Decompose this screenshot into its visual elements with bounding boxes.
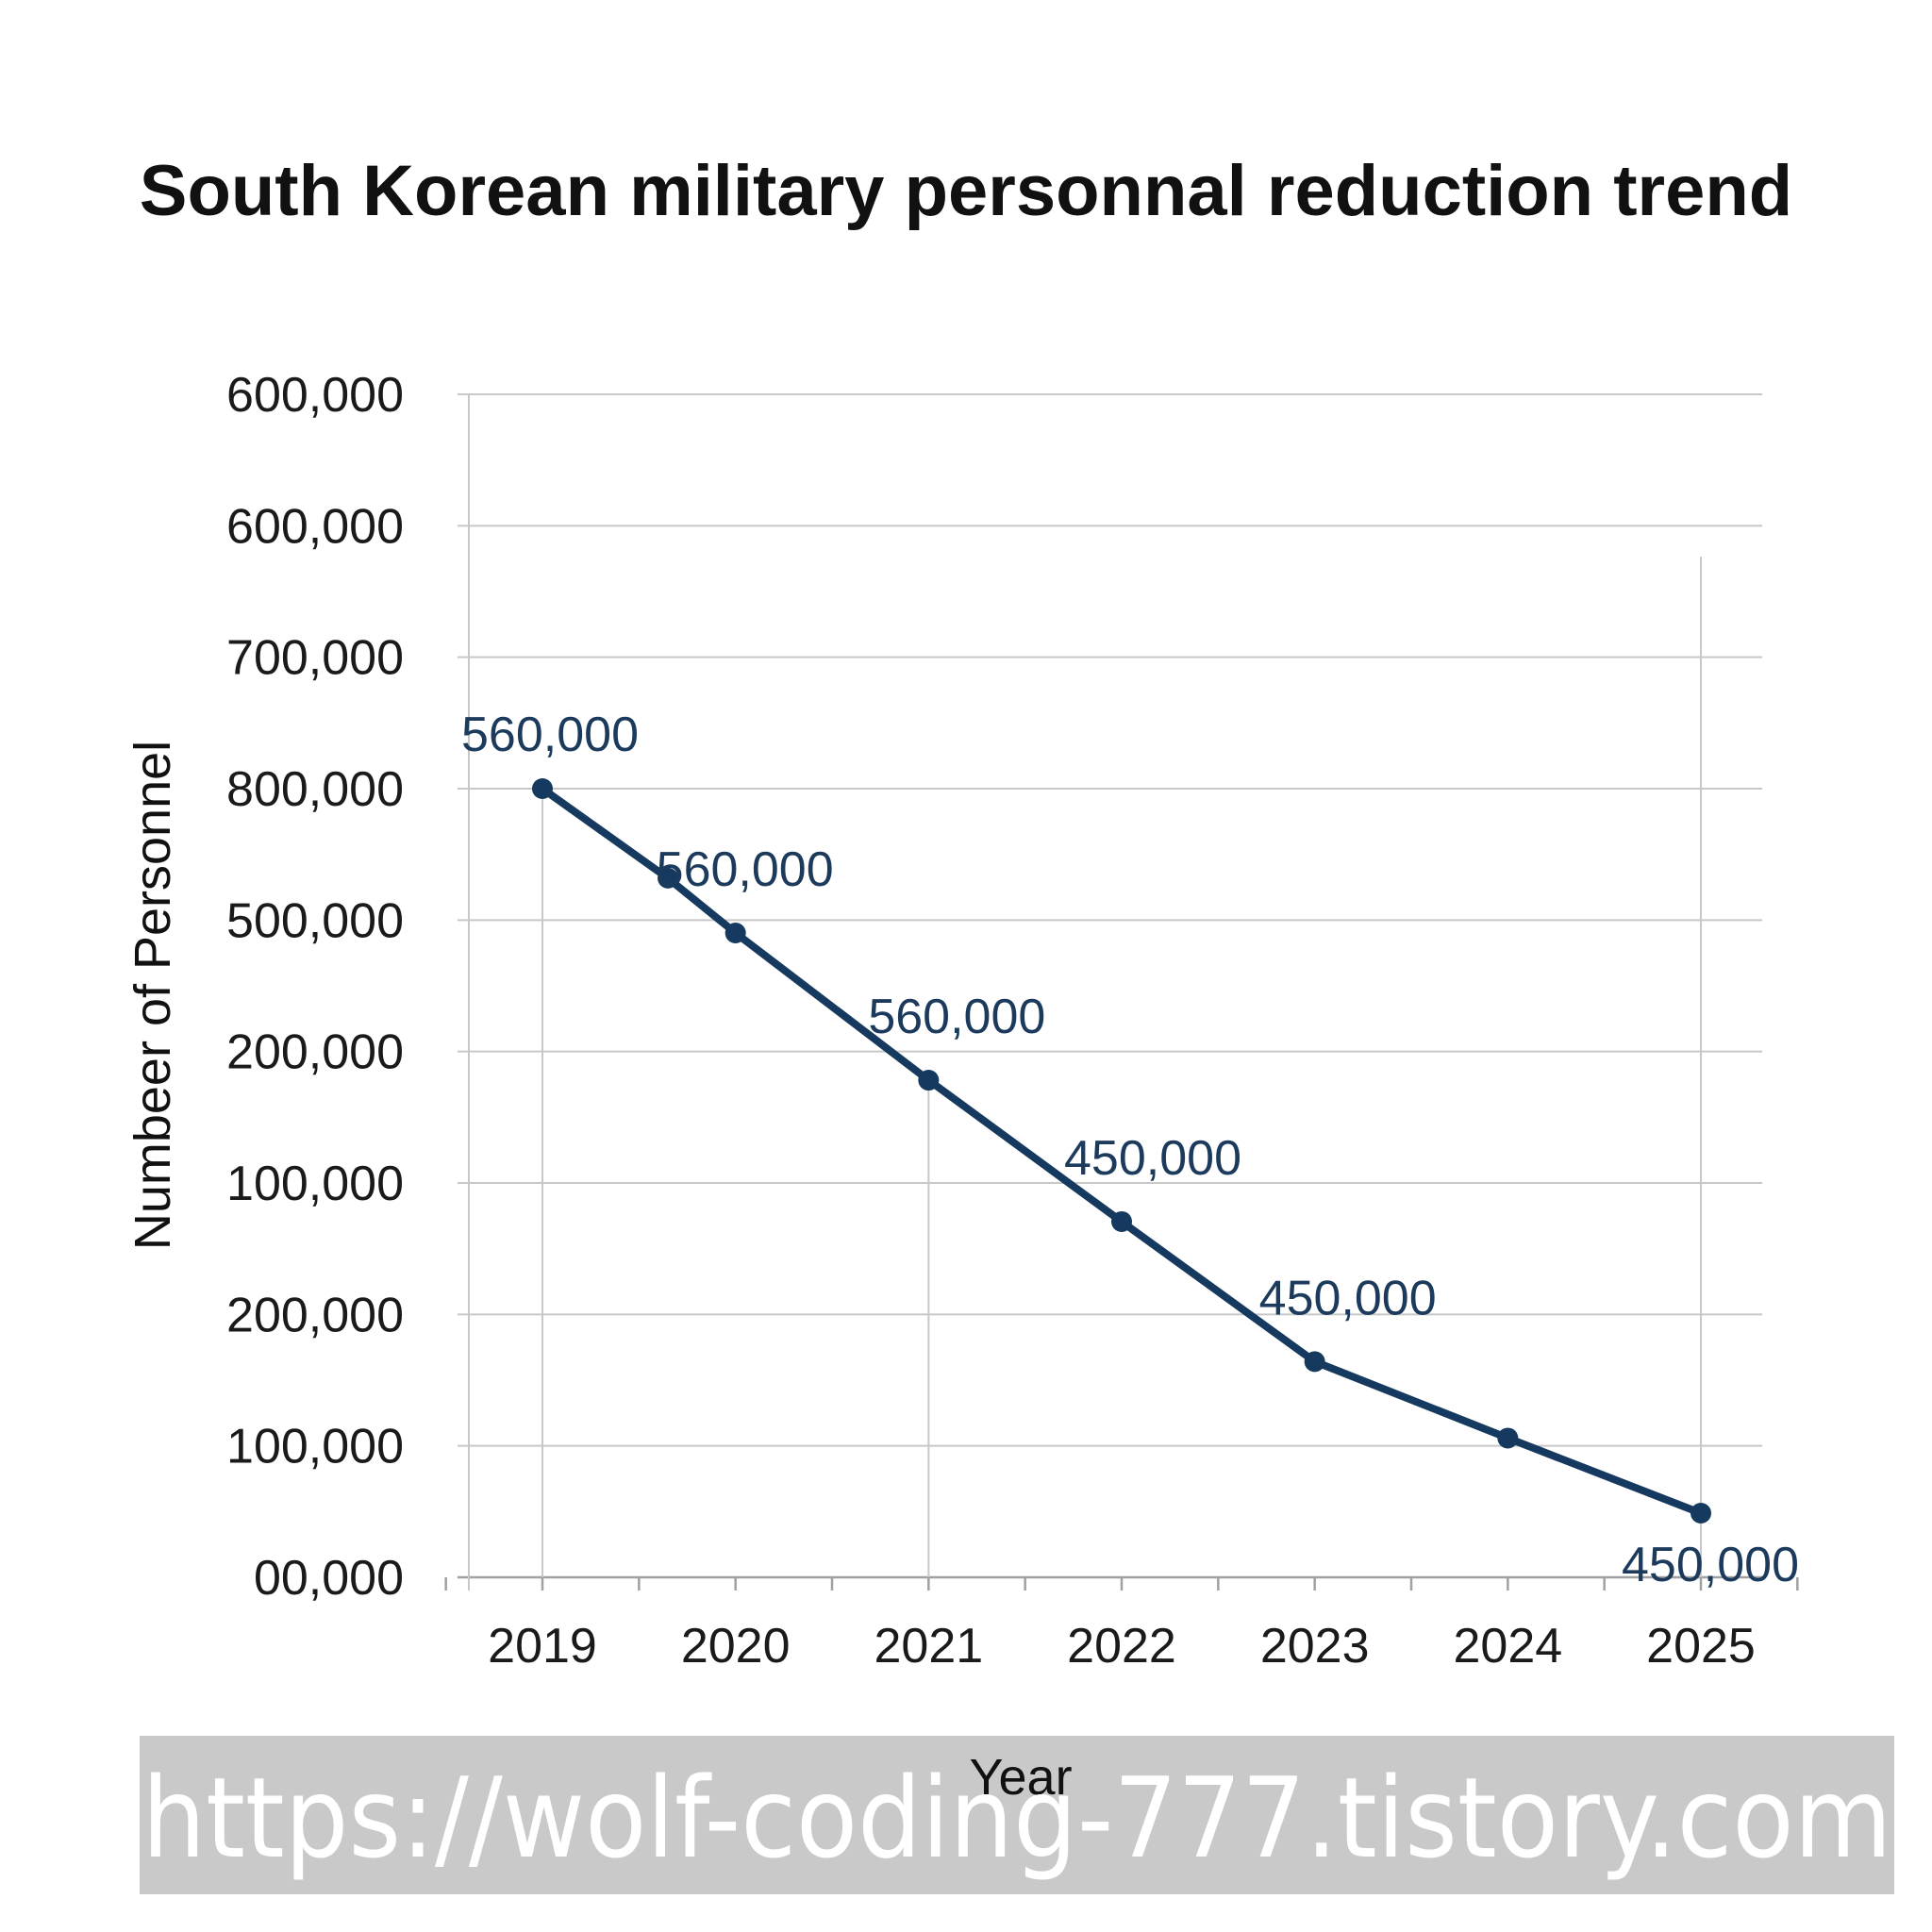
x-tick-label: 2025 bbox=[1646, 1619, 1756, 1674]
data-label: 450,000 bbox=[1622, 1538, 1799, 1592]
chart-title: South Korean military personnal reductio… bbox=[140, 151, 1792, 231]
x-tick-label: 2020 bbox=[681, 1619, 791, 1674]
data-point bbox=[1690, 1502, 1711, 1524]
data-point bbox=[724, 922, 746, 943]
y-tick-label: 100,000 bbox=[226, 1420, 404, 1474]
x-axis-ticks: 2019 2020 2021 2022 2023 2024 2025 bbox=[444, 1577, 1799, 1674]
x-tick-label: 2024 bbox=[1453, 1619, 1562, 1674]
watermark-band: Year https://wolf-coding-777.tistory.com bbox=[140, 1736, 1894, 1894]
data-point bbox=[1111, 1210, 1132, 1232]
y-tick-label: 800,000 bbox=[226, 762, 404, 817]
data-point bbox=[658, 867, 679, 889]
gridlines bbox=[458, 393, 1762, 1591]
watermark-text: https://wolf-coding-777.tistory.com bbox=[142, 1753, 1892, 1883]
data-label: 560,000 bbox=[657, 842, 834, 897]
x-tick-label: 2019 bbox=[488, 1619, 597, 1674]
y-axis-label: Numbeer of Personnel bbox=[125, 741, 181, 1250]
data-point bbox=[1497, 1427, 1519, 1449]
data-point bbox=[918, 1070, 940, 1091]
y-tick-label: 200,000 bbox=[226, 1288, 404, 1342]
y-tick-label: 100,000 bbox=[226, 1157, 404, 1211]
x-tick-label: 2023 bbox=[1260, 1619, 1370, 1674]
data-label: 450,000 bbox=[1259, 1271, 1437, 1325]
data-point bbox=[532, 778, 553, 799]
data-point bbox=[1304, 1351, 1325, 1373]
y-tick-label: 200,000 bbox=[226, 1025, 404, 1080]
watermark-background bbox=[140, 1736, 1894, 1894]
series-line bbox=[539, 785, 1705, 1517]
data-label: 450,000 bbox=[1064, 1131, 1241, 1186]
y-tick-label: 700,000 bbox=[226, 631, 404, 686]
y-tick-label: 500,000 bbox=[226, 893, 404, 948]
x-tick-label: 2021 bbox=[874, 1619, 983, 1674]
data-labels: 560,000 560,000 560,000 450,000 450,000 450,0… bbox=[461, 708, 1799, 1592]
y-tick-label: 00,000 bbox=[254, 1551, 404, 1606]
y-tick-label: 600,000 bbox=[226, 499, 404, 554]
x-axis-label: Year bbox=[969, 1749, 1072, 1806]
y-tick-label: 600,000 bbox=[226, 368, 404, 423]
data-label: 560,000 bbox=[461, 708, 639, 762]
x-tick-label: 2022 bbox=[1067, 1619, 1176, 1674]
data-label: 560,000 bbox=[868, 990, 1045, 1044]
y-axis-ticks: 600,000 600,000 700,000 800,000 500,000 200,0… bbox=[226, 368, 404, 1606]
data-series bbox=[532, 778, 1711, 1524]
